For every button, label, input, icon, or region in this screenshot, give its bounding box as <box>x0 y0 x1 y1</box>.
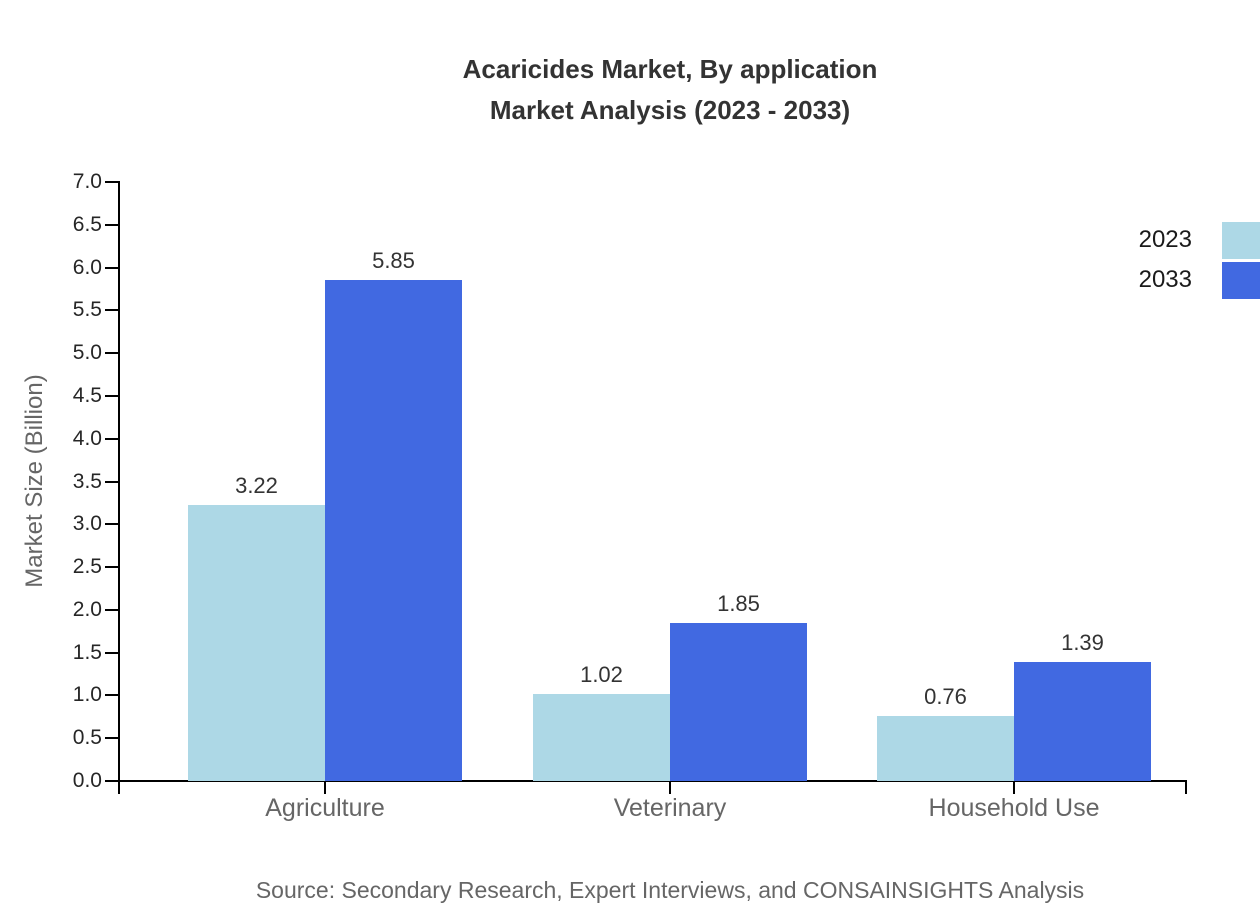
y-tick-label: 0.5 <box>72 726 102 750</box>
y-tick <box>105 480 118 483</box>
bar-2033-veterinary <box>670 622 807 781</box>
y-tick-label: 6.5 <box>72 212 102 236</box>
y-tick-label: 4.0 <box>72 426 102 450</box>
bar-value-label: 0.76 <box>924 683 967 709</box>
y-tick <box>105 608 118 611</box>
y-tick-label: 3.5 <box>72 469 102 493</box>
x-tick <box>324 782 326 794</box>
y-tick <box>105 737 118 740</box>
x-category-label: Household Use <box>928 794 1100 822</box>
legend-swatch <box>1222 261 1260 299</box>
legend-item: 2023 <box>1139 220 1260 260</box>
legend-item: 2033 <box>1139 260 1260 300</box>
bar-value-label: 1.02 <box>580 661 623 687</box>
x-tick <box>1013 782 1015 794</box>
bar-value-label: 1.39 <box>1061 630 1104 656</box>
y-tick <box>105 352 118 355</box>
legend-label: 2033 <box>1138 266 1192 293</box>
y-tick-label: 0.0 <box>72 769 102 792</box>
y-tick-label: 4.5 <box>72 383 102 407</box>
bar-2033-agriculture <box>325 280 462 781</box>
y-tick-label: 2.0 <box>72 597 102 621</box>
x-category-label: Agriculture <box>265 794 385 822</box>
y-tick <box>105 694 118 697</box>
source-note: Source: Secondary Research, Expert Inter… <box>255 877 1085 903</box>
bar-value-label: 1.85 <box>717 590 760 616</box>
x-tick <box>1185 782 1187 794</box>
y-tick <box>105 266 118 269</box>
x-tick <box>118 782 120 794</box>
bar-2023-agriculture <box>188 505 325 781</box>
bar-2023-household-use <box>877 715 1014 781</box>
y-tick-label: 7.0 <box>72 170 102 193</box>
y-tick <box>105 309 118 312</box>
bar-value-label: 5.85 <box>372 248 415 274</box>
x-tick <box>669 782 671 794</box>
y-tick <box>105 780 118 782</box>
y-tick-label: 1.5 <box>72 640 102 664</box>
y-tick <box>105 566 118 569</box>
y-tick <box>105 437 118 440</box>
y-tick <box>105 651 118 654</box>
legend-label: 2023 <box>1138 226 1192 253</box>
y-tick <box>105 523 118 526</box>
y-tick <box>105 223 118 226</box>
y-tick-label: 5.5 <box>72 298 102 322</box>
legend-swatch <box>1222 221 1260 259</box>
chart-title: Acaricides Market, By application Market… <box>463 49 878 131</box>
x-axis-line <box>118 780 1187 782</box>
bar-value-label: 3.22 <box>235 473 278 499</box>
y-tick-label: 2.5 <box>72 555 102 579</box>
x-category-label: Veterinary <box>613 794 727 822</box>
legend: 2023 2033 <box>1139 220 1260 300</box>
chart-title-line2: Market Analysis (2023 - 2033) <box>489 95 851 125</box>
y-axis-line <box>118 181 120 782</box>
y-tick-label: 6.0 <box>72 255 102 279</box>
y-tick <box>105 394 118 397</box>
bar-2023-veterinary <box>533 693 670 781</box>
chart-title-line1: Acaricides Market, By application <box>462 54 878 84</box>
bar-2033-household-use <box>1014 662 1151 781</box>
y-tick <box>105 181 118 183</box>
y-tick-label: 1.0 <box>72 683 102 707</box>
y-tick-label: 3.0 <box>72 512 102 536</box>
y-tick-label: 5.0 <box>72 341 102 365</box>
